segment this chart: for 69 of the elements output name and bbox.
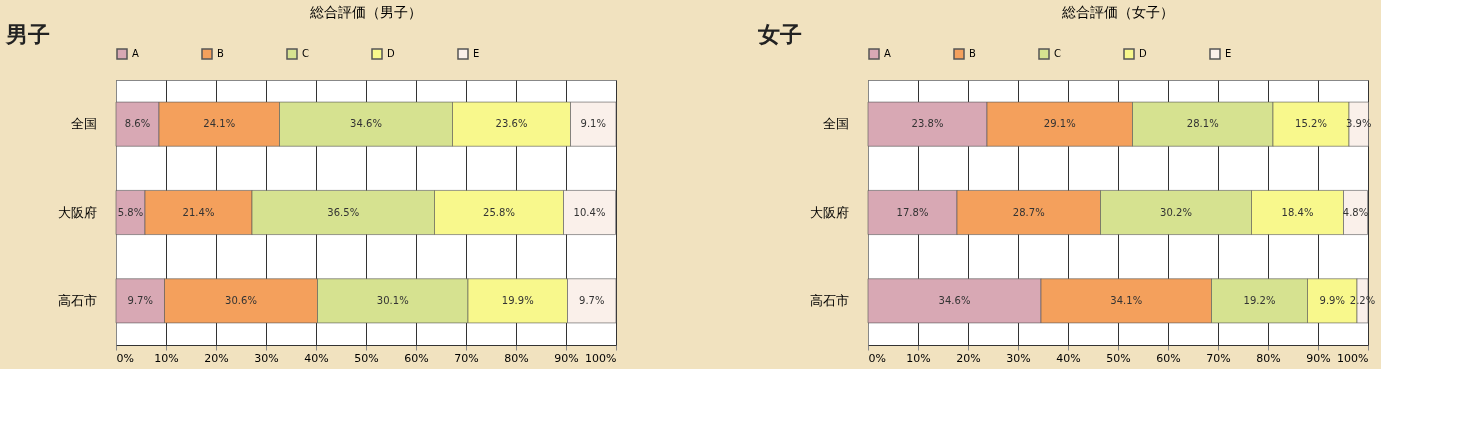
data-label: 28.1% [1186,118,1219,130]
chart-title: 総合評価（女子） [1061,4,1174,20]
y-tick-label: 大阪府 [809,204,849,220]
y-tick-label: 高石市 [809,292,849,308]
legend-label: C [1054,48,1061,59]
x-tick-label: 30% [254,351,279,365]
data-label: 34.1% [1110,294,1143,306]
legend-label: A [884,48,891,59]
data-label: 29.1% [1043,118,1076,130]
data-label: 30.2% [1160,206,1192,218]
data-label: 9.9% [1319,294,1345,306]
x-tick-label: 90% [1306,351,1331,365]
data-label: 5.8% [117,206,144,218]
data-label: 9.1% [580,118,606,130]
x-tick-label: 0% [868,351,886,365]
data-label: 25.8% [483,206,515,218]
data-label: 36.5% [327,206,360,218]
data-label: 30.1% [376,294,409,306]
x-tick-label: 60% [404,351,429,365]
chart-title: 総合評価（男子） [309,4,422,20]
data-label: 19.9% [501,294,534,306]
data-label: 15.2% [1295,118,1327,130]
legend-label: A [132,48,139,59]
data-label: 34.6% [350,118,382,130]
data-label: 9.7% [127,294,153,306]
data-label: 9.7% [579,294,605,306]
data-label: 28.7% [1012,206,1045,218]
y-tick-label: 高石市 [57,292,97,308]
x-tick-label: 50% [1106,351,1131,365]
x-tick-label: 0% [116,351,134,365]
x-tick-label: 60% [1156,351,1181,365]
data-label: 10.4% [573,206,606,218]
data-label: 8.6% [124,118,151,130]
x-tick-label: 20% [956,351,981,365]
x-tick-label: 90% [554,351,579,365]
x-tick-label: 70% [454,351,479,365]
x-tick-label: 100% [585,351,617,365]
x-tick-label: 50% [354,351,379,365]
x-tick-label: 10% [154,351,179,365]
y-tick-label: 大阪府 [57,204,97,220]
legend-label: E [473,48,480,59]
x-tick-label: 100% [1337,351,1369,365]
data-label: 34.6% [938,294,971,306]
x-tick-label: 70% [1206,351,1231,365]
legend-label: D [387,48,395,59]
x-tick-label: 30% [1006,351,1031,365]
data-label: 24.1% [203,118,236,130]
legend-label: B [969,48,976,59]
x-tick-label: 40% [1056,351,1081,365]
legend-label: E [1225,48,1232,59]
x-tick-label: 80% [1256,351,1281,365]
y-tick-label: 全国 [70,116,97,132]
x-tick-label: 80% [504,351,529,365]
data-label: 19.2% [1243,294,1276,306]
data-label: 23.8% [911,118,944,130]
data-label: 18.4% [1281,206,1314,218]
x-tick-label: 40% [304,351,329,365]
y-tick-label: 全国 [822,116,849,132]
legend-label: C [302,48,309,59]
data-label: 17.8% [896,206,929,218]
data-label: 23.6% [495,118,528,130]
x-tick-label: 20% [204,351,229,365]
legend-label: B [217,48,224,59]
x-tick-label: 10% [906,351,931,365]
legend-label: D [1139,48,1147,59]
text: 女子 [757,22,802,47]
data-label: 30.6% [225,294,257,306]
data-label: 21.4% [182,206,215,218]
text: 男子 [5,22,50,47]
